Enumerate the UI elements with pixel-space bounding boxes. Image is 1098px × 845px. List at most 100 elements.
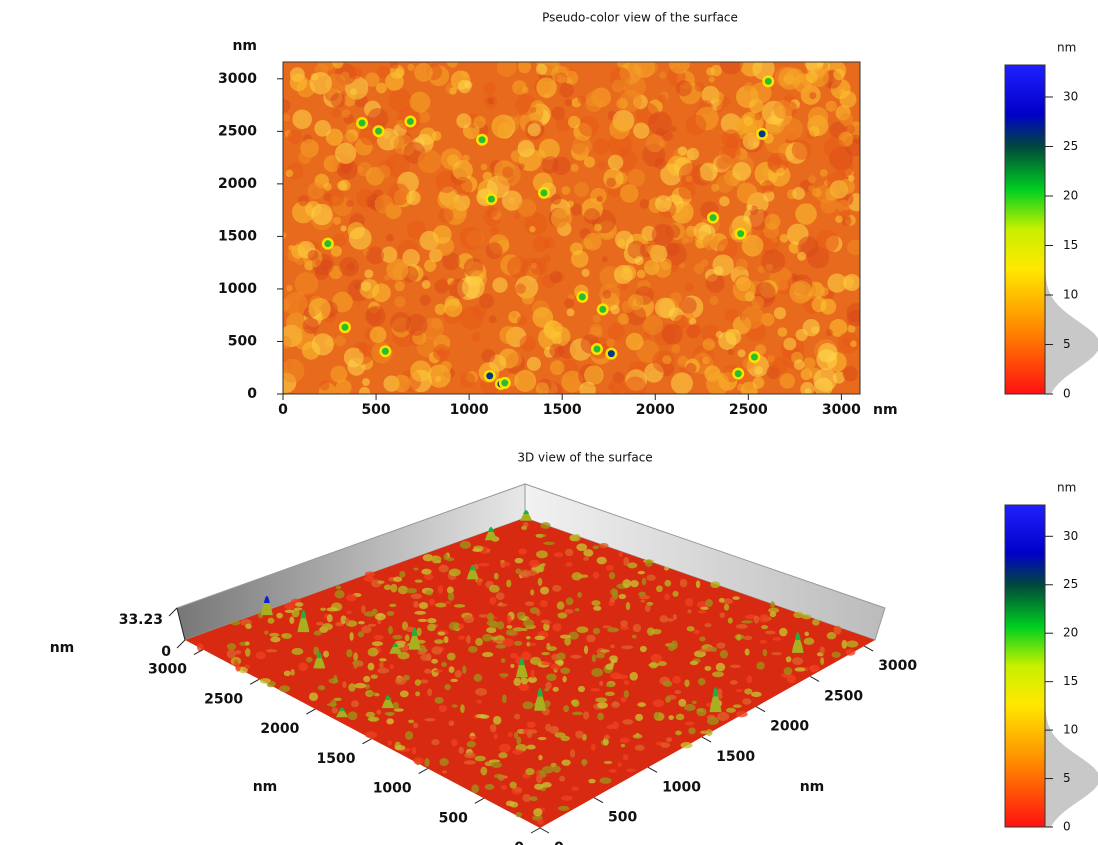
grain: [692, 701, 697, 704]
grain: [700, 731, 708, 735]
grain: [371, 674, 378, 678]
grain: [639, 595, 650, 599]
grain: [702, 357, 710, 365]
grain: [464, 752, 475, 758]
grain: [591, 668, 603, 677]
grain: [374, 635, 384, 640]
grain: [372, 283, 391, 302]
grain: [413, 722, 418, 728]
y-tick-label: 2500: [204, 691, 243, 707]
grain: [684, 283, 693, 292]
grain: [576, 626, 588, 633]
grain: [320, 608, 326, 611]
grain: [517, 612, 526, 620]
y-axis-label: nm: [232, 38, 257, 54]
grain: [501, 785, 508, 790]
grain: [489, 597, 496, 605]
grain: [458, 636, 465, 640]
grain: [283, 114, 290, 121]
grain: [624, 690, 629, 698]
grain: [279, 685, 290, 692]
y-tick-label: 2500: [218, 123, 257, 139]
colorbar-tick-label: 10: [1063, 723, 1078, 737]
grain: [267, 683, 275, 688]
grain: [394, 296, 405, 307]
grain: [387, 713, 394, 717]
grain: [439, 565, 449, 573]
figure: Pseudo-color view of the surfacenmnm0500…: [0, 0, 1098, 845]
grain: [640, 199, 649, 208]
grain: [602, 256, 608, 262]
grain: [458, 624, 464, 630]
grain: [627, 241, 645, 259]
grain: [491, 762, 502, 768]
grain: [298, 195, 309, 206]
grain: [795, 203, 817, 225]
grain: [578, 686, 585, 692]
grain: [522, 701, 533, 709]
grain: [413, 568, 418, 571]
colorbar: [1005, 65, 1045, 394]
z-tick-label: 33.23: [119, 612, 163, 628]
grain: [632, 635, 637, 639]
grain: [459, 747, 464, 754]
grain: [245, 648, 251, 657]
grain: [759, 640, 766, 644]
grain: [664, 566, 669, 570]
grain: [562, 759, 571, 765]
grain: [824, 137, 845, 158]
grain: [612, 79, 625, 92]
grain: [617, 239, 625, 247]
grain: [410, 360, 431, 381]
grain: [346, 649, 352, 657]
grain: [618, 762, 622, 767]
grain: [463, 615, 474, 623]
grain: [761, 249, 785, 273]
grain: [550, 360, 565, 375]
grain: [737, 384, 745, 392]
grain: [778, 327, 788, 337]
grain: [624, 377, 647, 400]
grain: [605, 664, 613, 671]
grain: [804, 638, 815, 645]
colorbar-tick-label: 25: [1063, 139, 1078, 153]
grain: [848, 175, 854, 181]
grain: [833, 69, 845, 81]
grain: [449, 666, 455, 673]
grain: [536, 610, 541, 616]
grain: [746, 204, 752, 210]
grain: [522, 794, 531, 802]
grain: [803, 357, 816, 370]
grain: [291, 244, 305, 258]
grain: [593, 572, 599, 579]
grain: [460, 227, 483, 250]
grain: [744, 636, 753, 641]
grain: [375, 195, 394, 214]
grain: [308, 298, 330, 320]
grain: [499, 673, 509, 677]
grain: [365, 306, 386, 327]
grain: [498, 775, 507, 778]
grain: [577, 96, 585, 104]
grain: [617, 98, 628, 109]
grain: [530, 258, 547, 275]
grain: [346, 611, 352, 615]
grain: [727, 136, 739, 148]
grain: [475, 638, 483, 646]
grain: [733, 278, 756, 301]
grain: [802, 614, 812, 619]
grain: [528, 123, 541, 136]
grain: [245, 624, 251, 629]
grain: [806, 71, 818, 83]
grain: [490, 724, 497, 733]
grain: [406, 191, 420, 205]
grain: [431, 739, 439, 745]
grain: [514, 732, 518, 738]
grain: [635, 256, 644, 265]
grain: [462, 276, 485, 299]
grain: [510, 664, 514, 668]
grain: [736, 711, 748, 717]
grain: [572, 136, 592, 156]
grain: [298, 662, 308, 670]
spot: [593, 346, 600, 353]
